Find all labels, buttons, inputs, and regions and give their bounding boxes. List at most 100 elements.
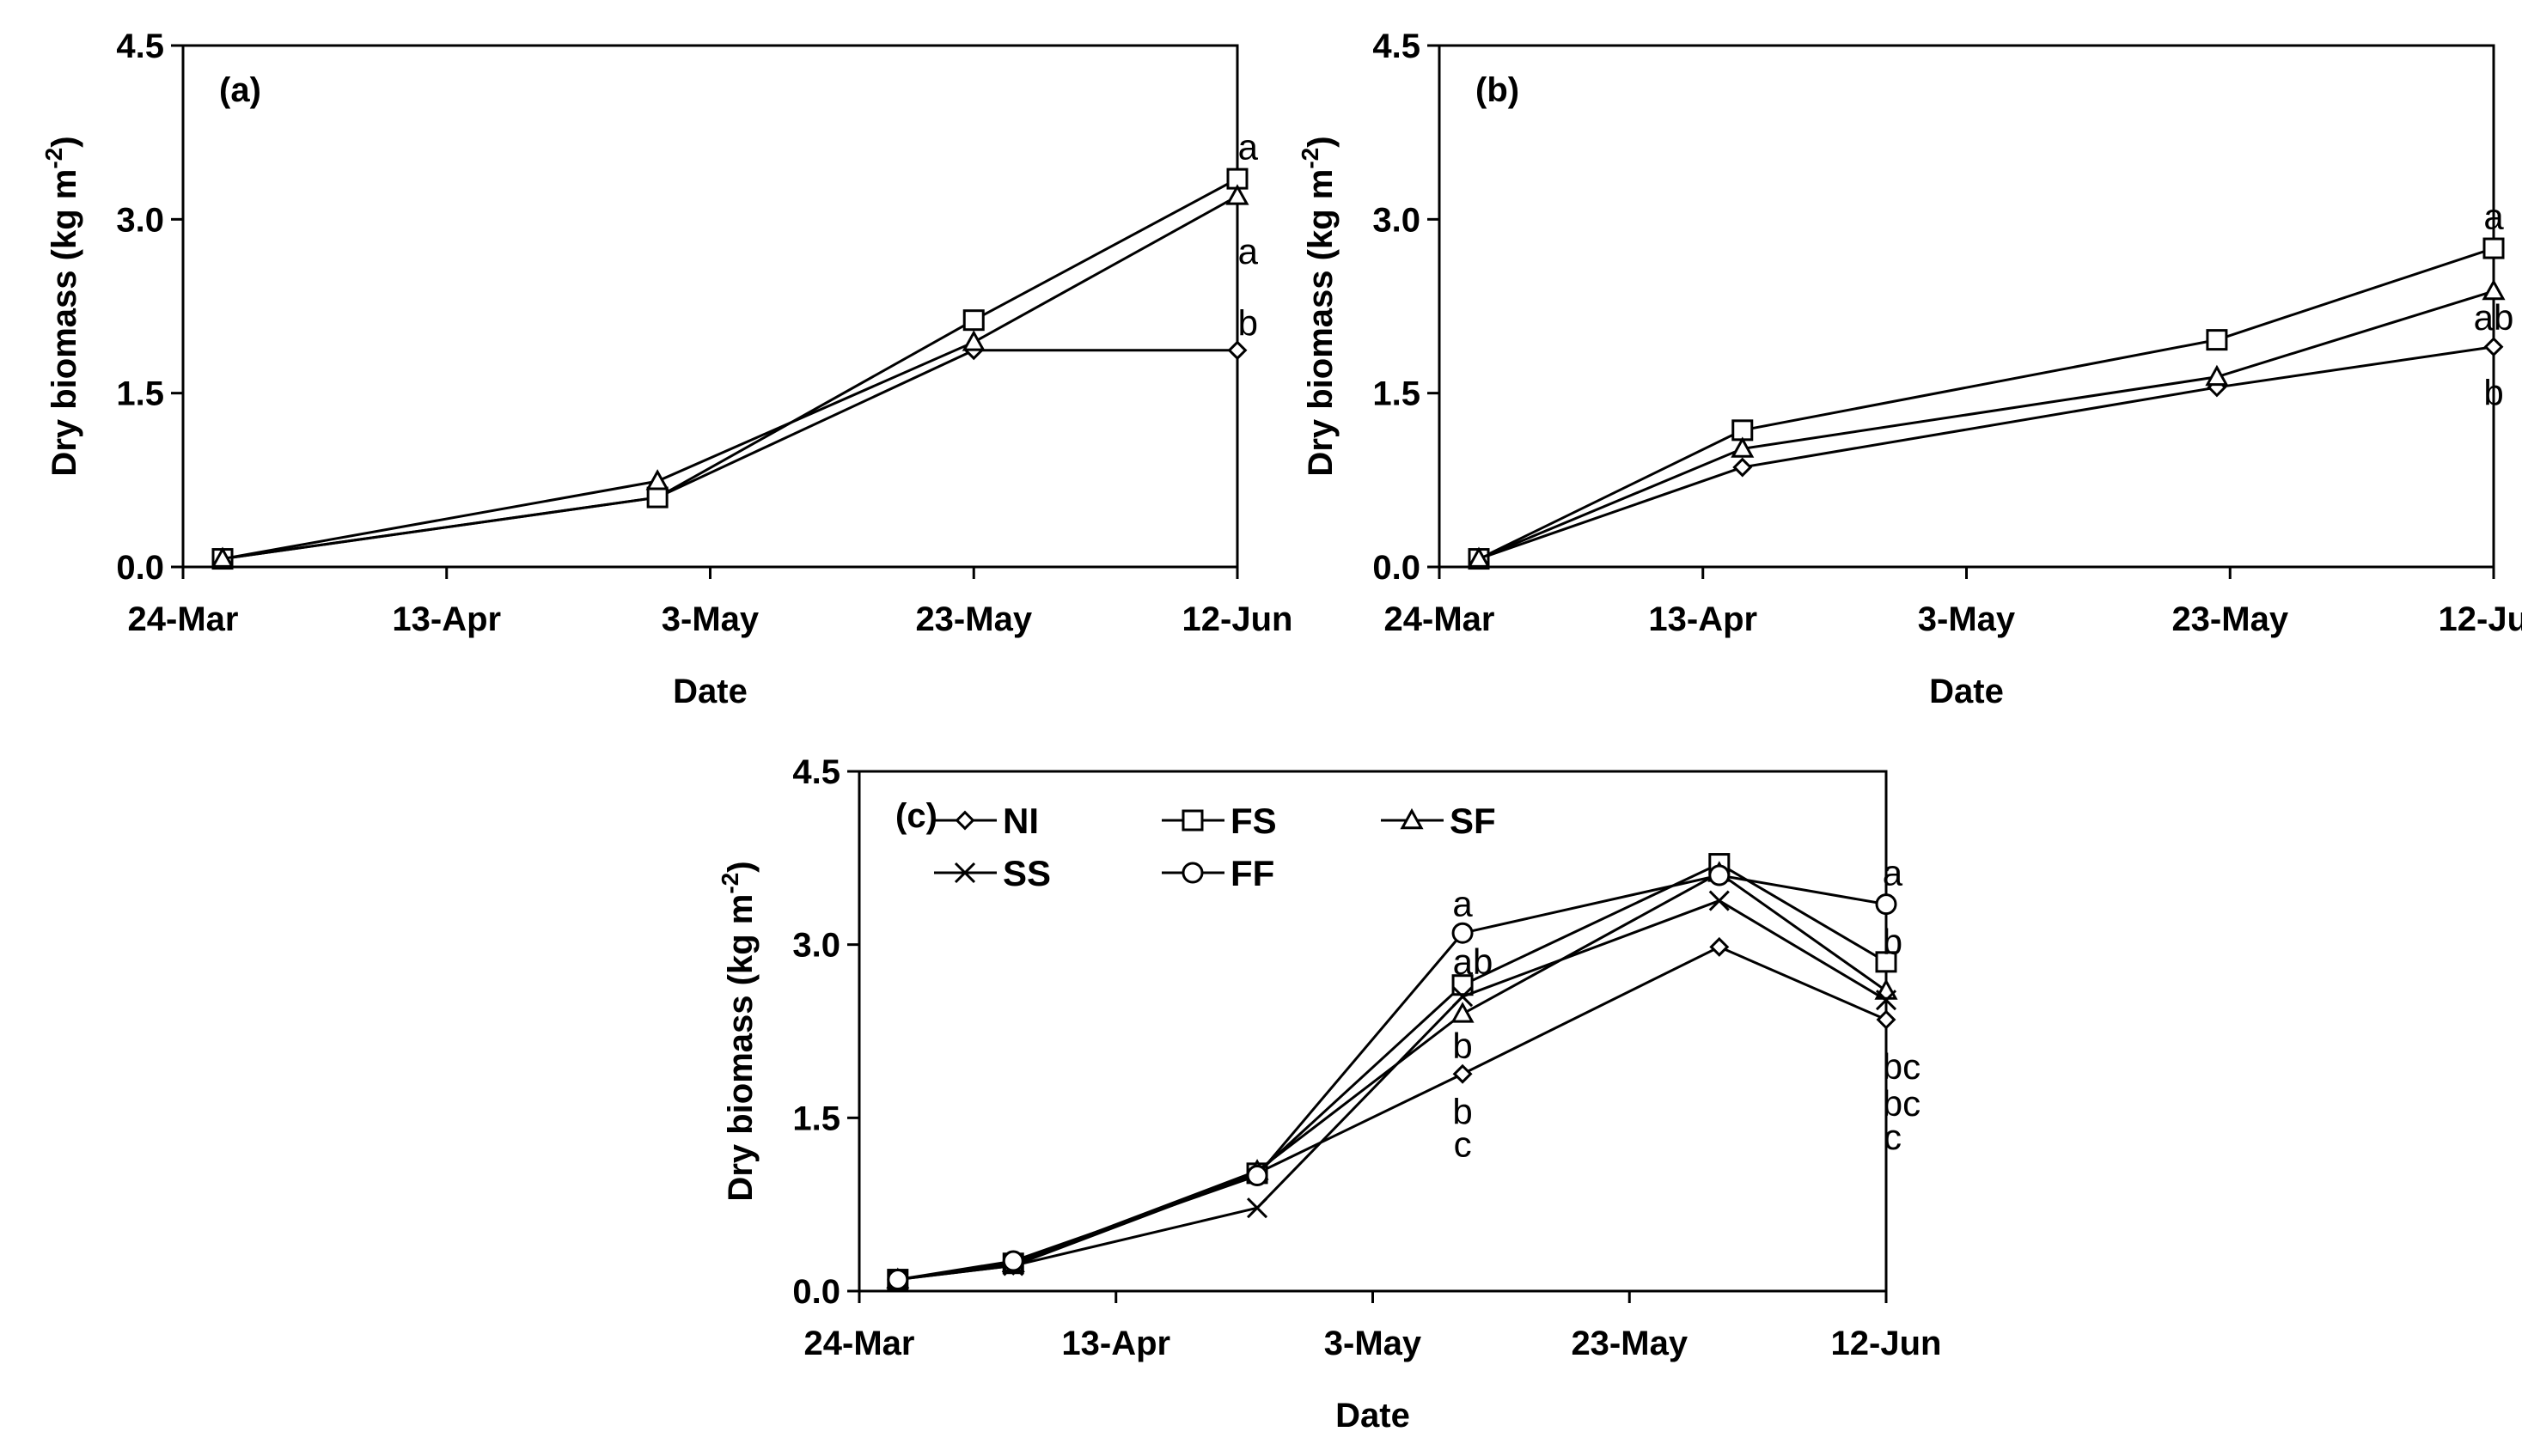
series-ni xyxy=(1469,337,2504,570)
data-point-ff xyxy=(1246,1165,1268,1187)
series-sf xyxy=(1467,278,2506,568)
y-tick-label: 1.5 xyxy=(792,1100,840,1137)
data-point-ss xyxy=(1708,890,1730,911)
y-tick-label: 4.5 xyxy=(1372,27,1420,65)
legend-item-ss: SS xyxy=(934,853,1051,893)
x-tick-label: 12-Jun xyxy=(2439,600,2522,638)
panel-label: (b) xyxy=(1475,71,1519,109)
x-tick-label: 23-May xyxy=(1571,1325,1688,1362)
y-tick-label: 3.0 xyxy=(1372,201,1420,239)
data-point-sf xyxy=(2482,278,2506,301)
x-tick-label: 3-May xyxy=(1918,600,2016,638)
x-tick-label: 24-Mar xyxy=(1384,600,1495,638)
legend-marker xyxy=(1182,809,1204,832)
x-tick-label: 13-Apr xyxy=(1061,1325,1170,1362)
panel-label: (a) xyxy=(219,71,261,109)
legend-label: SF xyxy=(1450,801,1496,841)
series-line-ni xyxy=(1478,345,2495,560)
significance-letter: c xyxy=(1454,1124,1472,1164)
data-point-ni xyxy=(1732,457,1753,478)
significance-letter: ab xyxy=(2474,297,2514,338)
x-tick-label: 23-May xyxy=(2171,600,2288,638)
data-point-ni xyxy=(1227,340,1248,361)
data-point-sf xyxy=(1225,184,1249,205)
significance-letter: b xyxy=(1883,922,1902,962)
data-point-fs xyxy=(646,486,669,509)
data-point-sf xyxy=(211,546,235,568)
x-tick-label: 3-May xyxy=(662,600,760,638)
significance-letter: a xyxy=(1452,884,1473,924)
data-point-fs xyxy=(1875,951,1897,973)
data-point-fs xyxy=(2482,237,2505,259)
legend-marker xyxy=(954,862,976,884)
series-ss xyxy=(887,890,1897,1290)
data-point-ss xyxy=(1246,1197,1268,1219)
series-ni xyxy=(888,936,1896,1290)
significance-letter: c xyxy=(1884,1117,1902,1157)
legend-marker xyxy=(1182,862,1204,884)
significance-letter: b xyxy=(1452,1092,1472,1132)
data-point-ni xyxy=(1452,1063,1473,1084)
y-tick-label: 3.0 xyxy=(116,201,164,239)
x-axis-title: Date xyxy=(1929,673,2004,710)
y-tick-label: 3.0 xyxy=(792,927,840,965)
significance-letter: a xyxy=(2483,197,2504,237)
x-axis-title: Date xyxy=(673,673,748,710)
legend-item-fs: FS xyxy=(1162,801,1277,841)
plot-frame xyxy=(1438,44,2495,569)
significance-letter: ab xyxy=(1453,941,1493,982)
x-tick-label: 13-Apr xyxy=(392,600,501,638)
y-tick-label: 4.5 xyxy=(792,753,840,791)
series-line-fs xyxy=(897,862,1887,1282)
x-tick-label: 24-Mar xyxy=(804,1325,915,1362)
panel-label: (c) xyxy=(895,797,937,835)
y-tick-label: 1.5 xyxy=(116,375,164,413)
series-line-ni xyxy=(222,349,1237,561)
series-ff xyxy=(887,864,1897,1291)
series-line-sf xyxy=(222,195,1238,561)
data-point-ni xyxy=(1709,936,1730,957)
series-fs xyxy=(211,168,1249,570)
legend-item-ff: FF xyxy=(1162,853,1274,893)
data-point-ff xyxy=(1875,893,1897,916)
y-axis-title: Dry biomass (kg m-2) xyxy=(1297,136,1340,476)
significance-letter: b xyxy=(2483,373,2503,413)
x-tick-label: 12-Jun xyxy=(1182,600,1293,638)
x-tick-label: 12-Jun xyxy=(1831,1325,1942,1362)
data-point-ni xyxy=(1876,1009,1896,1030)
data-point-fs xyxy=(2206,329,2228,351)
data-point-sf xyxy=(962,330,986,351)
series-line-fs xyxy=(222,177,1238,561)
significance-letter: bc xyxy=(1883,1046,1921,1087)
x-tick-label: 23-May xyxy=(915,600,1032,638)
data-point-ss xyxy=(1451,986,1474,1008)
significance-letter: a xyxy=(1238,231,1259,271)
legend-marker xyxy=(1400,807,1424,830)
series-sf xyxy=(211,184,1249,568)
data-point-ff xyxy=(1708,864,1731,886)
legend-item-sf: SF xyxy=(1381,801,1496,841)
data-point-sf xyxy=(1450,1002,1475,1023)
y-tick-label: 0.0 xyxy=(792,1273,840,1311)
significance-letter: a xyxy=(1883,852,1903,892)
significance-letter: b xyxy=(1452,1026,1472,1066)
significance-letter: bc xyxy=(1883,1083,1921,1124)
data-point-ss xyxy=(1875,990,1897,1011)
series-line-sf xyxy=(1478,289,2495,560)
x-tick-label: 24-Mar xyxy=(128,600,239,638)
data-point-ff xyxy=(1451,922,1474,944)
x-tick-label: 3-May xyxy=(1324,1325,1422,1362)
significance-letter: b xyxy=(1238,303,1258,344)
series-line-sf xyxy=(897,871,1887,1282)
data-point-sf xyxy=(1467,546,1491,568)
series-line-ni xyxy=(897,945,1887,1282)
legend: NI FS SF SS FF xyxy=(934,801,1496,893)
y-tick-label: 4.5 xyxy=(116,27,164,65)
legend-item-ni: NI xyxy=(934,801,1039,841)
x-axis-title: Date xyxy=(1335,1397,1410,1435)
series-fs xyxy=(1468,237,2505,570)
data-point-ni xyxy=(2483,337,2504,357)
legend-label: SS xyxy=(1003,853,1051,893)
legend-label: NI xyxy=(1003,801,1039,841)
series-line-ss xyxy=(897,899,1887,1282)
